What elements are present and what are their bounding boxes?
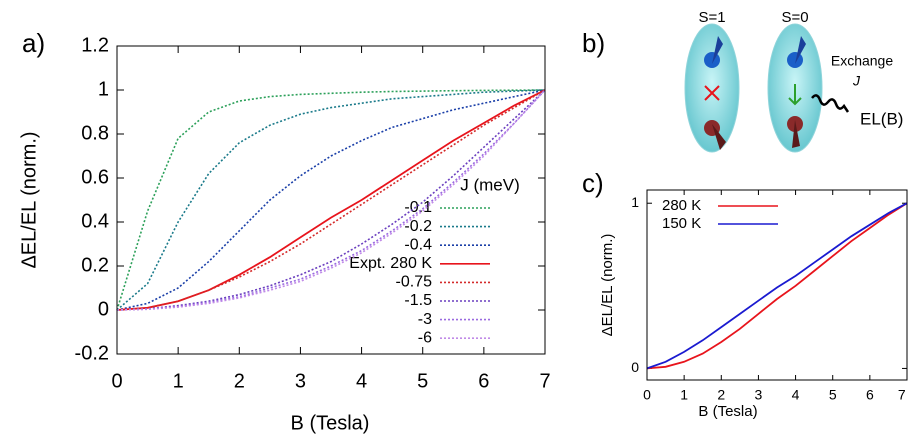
legend-label: 280 K — [662, 197, 701, 214]
x-tick-label: 5 — [417, 370, 428, 392]
x-tick-label: 2 — [234, 370, 245, 392]
spin-arrow — [712, 124, 726, 150]
panel-label: b) — [582, 28, 605, 58]
legend-label: -3 — [418, 311, 432, 328]
legend-label: Expt. 280 K — [349, 255, 432, 272]
x-axis-label: B (Tesla) — [291, 412, 370, 434]
y-axis-label: ΔEL/EL (norm.) — [18, 131, 40, 268]
x-tick-label: 1 — [173, 370, 184, 392]
spin-arrow — [712, 36, 723, 64]
data-line — [116, 89, 546, 311]
y-axis-label: ΔEL/EL (norm.) — [599, 234, 616, 337]
legend-label: -0.75 — [396, 274, 433, 291]
x-tick-label: 5 — [829, 387, 837, 403]
data-line — [116, 89, 546, 311]
state-label: S=0 — [781, 9, 808, 26]
data-line — [116, 89, 546, 311]
emission-label: EL(B) — [860, 109, 903, 128]
data-line — [116, 89, 546, 311]
data-line — [646, 202, 908, 370]
x-tick-label: 2 — [717, 387, 725, 403]
data-line — [116, 89, 546, 311]
legend-label: -0.4 — [404, 236, 432, 253]
state-label: S=1 — [698, 9, 725, 26]
exciton — [684, 23, 740, 153]
forbidden — [704, 85, 720, 101]
electron — [704, 52, 720, 68]
y-tick-label: 0.8 — [81, 122, 109, 144]
legend-label: -1.5 — [404, 292, 432, 309]
y-tick-label: 1 — [98, 78, 109, 100]
diagram: S=1 S=0 Exchange J EL(B) — [684, 9, 903, 153]
legend-label: -0.2 — [404, 218, 432, 235]
flip-arrow — [788, 84, 802, 106]
x-tick-label: 6 — [866, 387, 874, 403]
exchange-symbol: J — [852, 73, 861, 89]
panel-label: a) — [22, 28, 45, 58]
y-tick-label: 0 — [98, 298, 109, 320]
x-tick-label: 7 — [539, 370, 550, 392]
plot-frame — [646, 189, 908, 381]
x-tick-label: 6 — [478, 370, 489, 392]
y-tick-label: 1.2 — [81, 34, 109, 56]
x-tick-label: 3 — [755, 387, 763, 403]
data-line — [116, 89, 546, 311]
panel-label: c) — [582, 168, 604, 198]
y-tick-label: 0.6 — [81, 166, 109, 188]
spin-arrow — [795, 36, 806, 64]
legend-title: J (meV) — [460, 175, 520, 194]
data-line — [116, 89, 546, 311]
x-axis-label: B (Tesla) — [698, 403, 757, 420]
y-tick-label: -0.2 — [75, 342, 109, 364]
plot-frame — [116, 45, 546, 355]
x-tick-label: 7 — [898, 387, 906, 403]
electron — [787, 52, 803, 68]
y-tick-label: 0.2 — [81, 254, 109, 276]
x-tick-label: 0 — [643, 387, 651, 403]
x-tick-label: 3 — [295, 370, 306, 392]
spin-arrow — [792, 120, 800, 148]
y-tick-label: 1 — [631, 194, 639, 210]
x-tick-label: 1 — [680, 387, 688, 403]
y-tick-label: 0.4 — [81, 210, 109, 232]
x-tick-label: 4 — [792, 387, 800, 403]
legend-label: 150 K — [662, 215, 701, 232]
x-tick-label: 4 — [356, 370, 367, 392]
photon — [811, 94, 850, 113]
y-tick-label: 0 — [631, 359, 639, 375]
exchange-label: Exchange — [831, 53, 893, 69]
data-line — [646, 202, 908, 370]
data-line — [116, 89, 546, 311]
legend-label: -6 — [418, 329, 432, 346]
x-tick-label: 0 — [111, 370, 122, 392]
legend-label: -0.1 — [404, 199, 432, 216]
